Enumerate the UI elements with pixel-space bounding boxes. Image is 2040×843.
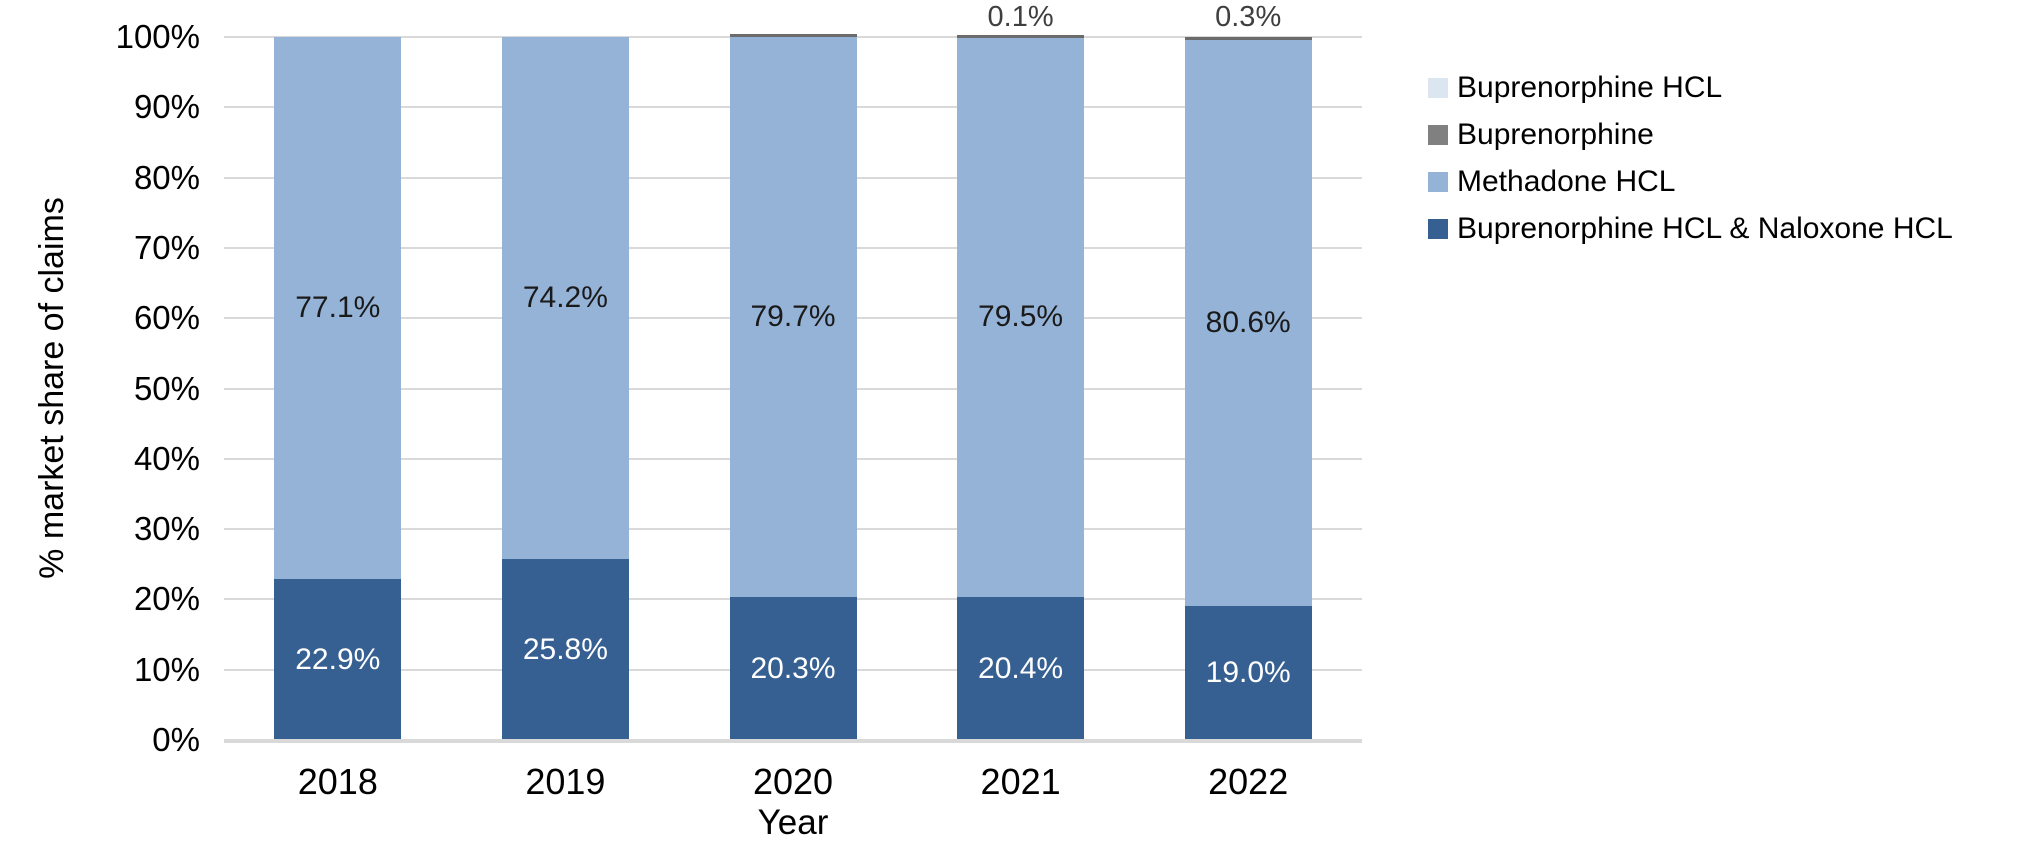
bar-segment-buprenorphine-hcl-naloxone-hcl-2018 (274, 579, 402, 740)
legend-item-buprenorphine: Buprenorphine (1428, 118, 1953, 151)
y-tick-label-0%: 0% (152, 721, 200, 758)
y-tick-label-20%: 20% (133, 580, 200, 618)
legend-label: Buprenorphine (1457, 118, 1654, 151)
legend-swatch-icon (1428, 78, 1448, 98)
bar-segment-methadone-hcl-2021 (957, 37, 1085, 597)
legend-item-buprenorphine-hcl-naloxone-hcl: Buprenorphine HCL & Naloxone HCL (1428, 212, 1953, 245)
y-tick-label-90%: 90% (133, 88, 200, 126)
y-tick-label-80%: 80% (133, 158, 200, 196)
data-label-buprenorphine-hcl-naloxone-hcl-2020: 20.3% (750, 651, 836, 685)
legend-item-buprenorphine-hcl: Buprenorphine HCL (1428, 71, 1953, 104)
x-tick-label-2022: 2022 (1208, 761, 1289, 802)
data-label-methadone-hcl-2021: 79.5% (978, 300, 1064, 334)
data-label-buprenorphine-2021: 0.1% (987, 1, 1054, 33)
legend-swatch-icon (1428, 219, 1448, 239)
bar-segment-methadone-hcl-2018 (274, 37, 402, 579)
x-axis-title: Year (757, 803, 829, 842)
data-label-methadone-hcl-2022: 80.6% (1205, 305, 1291, 339)
y-tick-label-60%: 60% (133, 299, 200, 337)
data-label-buprenorphine-hcl-naloxone-hcl-2019: 25.8% (522, 632, 608, 666)
y-tick-label-100%: 100% (115, 18, 200, 55)
bar-segment-buprenorphine-2021 (957, 34, 1085, 38)
legend-item-methadone-hcl: Methadone HCL (1428, 165, 1953, 198)
bar-segment-methadone-hcl-2022 (1184, 39, 1312, 607)
x-tick-label-2021: 2021 (980, 761, 1061, 802)
legend: Buprenorphine HCL Buprenorphine Methadone … (1428, 71, 1953, 261)
bar-segment-methadone-hcl-2020 (729, 37, 857, 598)
y-tick-label-10%: 10% (133, 650, 200, 688)
data-label-methadone-hcl-2019: 74.2% (522, 280, 608, 314)
x-axis-line (224, 739, 1362, 743)
y-tick-label-50%: 50% (133, 369, 200, 407)
gridline-100% (224, 36, 1362, 38)
data-label-methadone-hcl-2020: 79.7% (750, 300, 836, 334)
legend-label: Buprenorphine HCL (1457, 71, 1723, 104)
data-label-buprenorphine-hcl-naloxone-hcl-2022: 19.0% (1205, 656, 1291, 689)
x-tick-label-2018: 2018 (297, 761, 378, 802)
legend-label: Buprenorphine HCL & Naloxone HCL (1457, 212, 1953, 245)
legend-label: Methadone HCL (1457, 165, 1676, 198)
x-tick-label-2019: 2019 (525, 761, 606, 802)
data-label-buprenorphine-hcl-naloxone-hcl-2021: 20.4% (978, 651, 1064, 685)
bar-segment-buprenorphine-hcl-naloxone-hcl-2022 (1184, 606, 1312, 740)
data-label-buprenorphine-2022: 0.3% (1215, 1, 1282, 33)
bar-segment-buprenorphine-hcl-naloxone-hcl-2020 (729, 597, 857, 740)
legend-swatch-icon (1428, 172, 1448, 192)
data-label-buprenorphine-hcl-naloxone-hcl-2018: 22.9% (295, 642, 381, 676)
y-tick-label-30%: 30% (133, 510, 200, 548)
bar-segment-buprenorphine-2022 (1184, 36, 1312, 40)
y-tick-label-70%: 70% (133, 228, 200, 266)
legend-swatch-icon (1428, 125, 1448, 145)
x-tick-label-2020: 2020 (752, 761, 834, 802)
bar-segment-methadone-hcl-2019 (501, 36, 629, 559)
bar-segment-buprenorphine-2020 (729, 34, 857, 37)
bar-segment-buprenorphine-hcl-naloxone-hcl-2021 (957, 597, 1085, 740)
bar-segment-buprenorphine-hcl-naloxone-hcl-2019 (501, 559, 629, 740)
y-tick-label-40%: 40% (133, 439, 200, 477)
data-label-methadone-hcl-2018: 77.1% (295, 291, 381, 324)
